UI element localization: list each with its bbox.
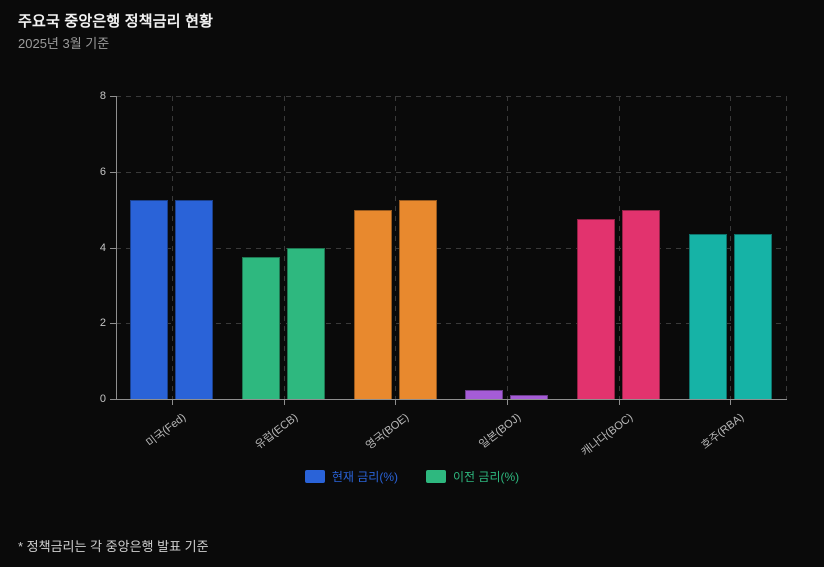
bar-uk-boe-current <box>353 209 392 399</box>
y-axis-spine <box>116 96 117 400</box>
legend: 현재 금리(%) 이전 금리(%) <box>0 468 824 485</box>
bar-jp-boj-current <box>465 389 504 399</box>
xtick-ca-boc <box>618 399 620 405</box>
xtick-label-uk-boe: 영국(BOE) <box>363 411 412 453</box>
ytick-label-2: 2 <box>99 317 106 330</box>
xtick-uk-boe <box>395 399 397 405</box>
bar-ca-boc-previous <box>622 209 660 399</box>
xtick-label-eu-ecb: 유럽(ECB) <box>252 411 300 452</box>
ytick-8 <box>110 96 116 97</box>
gridline-v-right-edge <box>786 96 787 399</box>
bar-us-fed-previous <box>175 200 214 399</box>
gridline-h-6 <box>116 171 786 173</box>
ytick-4 <box>110 247 116 249</box>
gridline-h-4 <box>116 247 786 249</box>
footnote: * 정책금리는 각 중앙은행 발표 기준 <box>18 539 209 554</box>
chart-title: 주요국 중앙은행 정책금리 현황 <box>18 13 214 30</box>
xtick-jp-boj <box>506 399 508 405</box>
xtick-us-fed <box>171 399 173 405</box>
bar-uk-boe-previous <box>398 200 437 399</box>
ytick-0 <box>110 399 116 400</box>
ytick-label-0: 0 <box>99 393 106 405</box>
xtick-label-au-rba: 호주(RBA) <box>699 411 747 452</box>
ytick-6 <box>110 171 116 173</box>
bar-eu-ecb-previous <box>287 247 325 399</box>
gridline-v-us-fed <box>171 96 173 399</box>
xtick-au-rba <box>730 399 732 405</box>
legend-label-current-rate: 현재 금리(%) <box>331 470 398 484</box>
xtick-label-us-fed: 미국(Fed) <box>144 411 189 450</box>
chart-subtitle: 2025년 3월 기준 <box>18 36 110 51</box>
legend-item-previous-rate[interactable]: 이전 금리(%) <box>426 468 519 485</box>
gridline-h-2 <box>116 323 786 325</box>
bar-au-rba-previous <box>733 234 772 399</box>
legend-swatch-previous-rate <box>426 470 446 483</box>
xtick-eu-ecb <box>283 399 285 405</box>
ytick-label-8: 8 <box>99 90 106 102</box>
ytick-2 <box>110 323 116 325</box>
xtick-label-ca-boc: 캐나다(BOC) <box>578 411 635 459</box>
bar-ca-boc-current <box>577 219 615 399</box>
gridline-v-uk-boe <box>395 96 397 399</box>
gridline-v-eu-ecb <box>283 96 285 399</box>
bar-au-rba-current <box>688 234 727 399</box>
gridline-v-jp-boj <box>506 96 508 399</box>
gridline-h-8 <box>116 96 786 97</box>
gridline-v-ca-boc <box>618 96 620 399</box>
gridline-v-au-rba <box>730 96 732 399</box>
bar-jp-boj-previous <box>510 395 549 399</box>
x-axis-spine <box>116 399 787 400</box>
legend-item-current-rate[interactable]: 현재 금리(%) <box>304 468 398 485</box>
xtick-label-jp-boj: 일본(BOJ) <box>477 411 524 451</box>
ytick-label-6: 6 <box>99 165 106 178</box>
bar-eu-ecb-current <box>242 256 280 399</box>
bar-us-fed-current <box>130 200 169 399</box>
legend-swatch-current-rate <box>304 470 325 483</box>
ytick-label-4: 4 <box>99 241 106 254</box>
legend-label-previous-rate: 이전 금리(%) <box>453 470 520 484</box>
